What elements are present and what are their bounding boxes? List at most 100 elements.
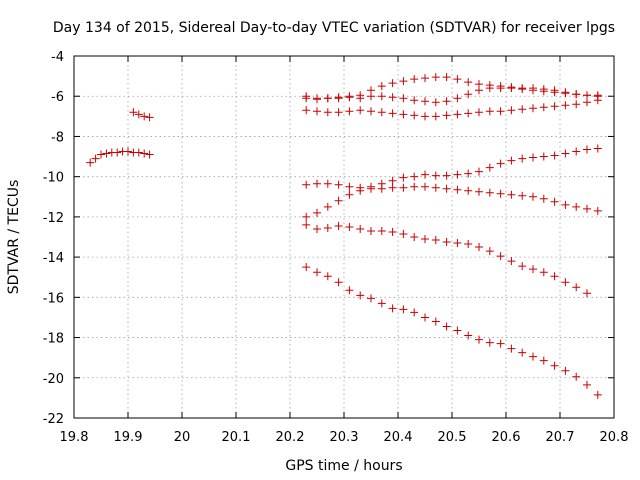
- data-point: [377, 179, 386, 188]
- data-point: [323, 202, 332, 211]
- data-point: [453, 94, 462, 103]
- data-point: [475, 86, 483, 95]
- data-point: [561, 366, 570, 375]
- data-point: [583, 91, 591, 100]
- data-point: [97, 150, 105, 159]
- data-point: [313, 208, 321, 217]
- x-tick-label: 19.8: [60, 430, 89, 445]
- x-tick-label: 20.5: [438, 430, 467, 445]
- data-point: [561, 89, 570, 98]
- data-point: [86, 158, 95, 167]
- data-point: [518, 191, 527, 200]
- data-point: [572, 372, 581, 381]
- data-point: [124, 147, 132, 156]
- data-point: [399, 94, 408, 103]
- data-point: [334, 108, 343, 117]
- data-point: [334, 196, 343, 205]
- data-point: [145, 113, 154, 122]
- y-tick-label: -16: [43, 291, 64, 306]
- data-point: [334, 180, 343, 189]
- data-point: [377, 108, 386, 117]
- series-s6: [302, 220, 591, 298]
- data-point: [431, 112, 440, 121]
- data-point: [529, 265, 537, 274]
- data-point: [356, 106, 365, 115]
- data-point: [134, 148, 143, 157]
- data-point: [399, 305, 408, 314]
- data-point: [302, 263, 311, 272]
- data-point: [453, 185, 462, 194]
- y-tick-labels: -22 -20 -18 -16 -14 -12 -10 -8 -6 -4: [43, 50, 64, 427]
- data-point: [323, 94, 332, 103]
- data-point: [421, 235, 429, 244]
- y-tick-label: -20: [43, 372, 64, 387]
- data-point: [421, 97, 429, 106]
- data-point: [388, 93, 397, 102]
- data-point: [507, 106, 516, 115]
- data-point: [442, 171, 451, 180]
- data-point: [367, 107, 375, 116]
- data-marks: [86, 73, 602, 399]
- series-s2: [302, 84, 602, 107]
- data-point: [377, 82, 386, 91]
- series-s3: [302, 96, 602, 121]
- data-point: [367, 182, 375, 191]
- series-early-a: [86, 147, 154, 167]
- data-point: [442, 322, 451, 331]
- data-point: [529, 86, 537, 95]
- data-point: [388, 227, 397, 236]
- y-tick-label: -4: [51, 50, 64, 65]
- data-point: [529, 104, 537, 113]
- data-point: [583, 380, 591, 389]
- data-point: [539, 152, 548, 161]
- data-point: [529, 192, 537, 201]
- data-point: [388, 304, 397, 313]
- data-point: [313, 94, 321, 103]
- data-point: [431, 317, 440, 326]
- data-point: [507, 257, 516, 266]
- data-point: [388, 176, 397, 185]
- data-point: [334, 278, 343, 287]
- data-point: [313, 179, 321, 188]
- data-point: [388, 109, 397, 118]
- data-point: [334, 221, 343, 230]
- data-point: [102, 149, 111, 158]
- data-point: [453, 110, 462, 119]
- data-point: [399, 229, 408, 238]
- data-point: [442, 184, 451, 193]
- data-point: [302, 180, 311, 189]
- data-point: [134, 110, 143, 119]
- data-point: [140, 112, 149, 121]
- data-point: [410, 172, 419, 181]
- x-tick-label: 19.9: [114, 430, 143, 445]
- data-point: [539, 356, 548, 365]
- data-point: [442, 97, 451, 106]
- data-point: [485, 84, 494, 93]
- data-point: [464, 169, 473, 178]
- data-point: [345, 190, 354, 199]
- data-point: [313, 107, 321, 116]
- data-point: [593, 206, 602, 215]
- data-point: [464, 240, 473, 249]
- data-point: [475, 243, 483, 252]
- data-point: [442, 111, 451, 120]
- data-point: [518, 105, 527, 114]
- data-point: [442, 73, 451, 82]
- data-point: [302, 106, 311, 115]
- data-point: [421, 182, 429, 191]
- data-point: [550, 151, 559, 160]
- data-point: [431, 73, 440, 82]
- data-point: [129, 108, 138, 117]
- data-point: [539, 194, 548, 203]
- data-point: [485, 247, 494, 256]
- data-point: [550, 272, 559, 281]
- data-point: [140, 149, 149, 158]
- data-point: [475, 335, 483, 344]
- data-point: [388, 79, 397, 88]
- data-point: [572, 90, 581, 99]
- data-point: [421, 313, 429, 322]
- data-point: [313, 224, 321, 233]
- data-point: [507, 84, 516, 93]
- data-point: [410, 96, 419, 105]
- data-point: [485, 107, 494, 116]
